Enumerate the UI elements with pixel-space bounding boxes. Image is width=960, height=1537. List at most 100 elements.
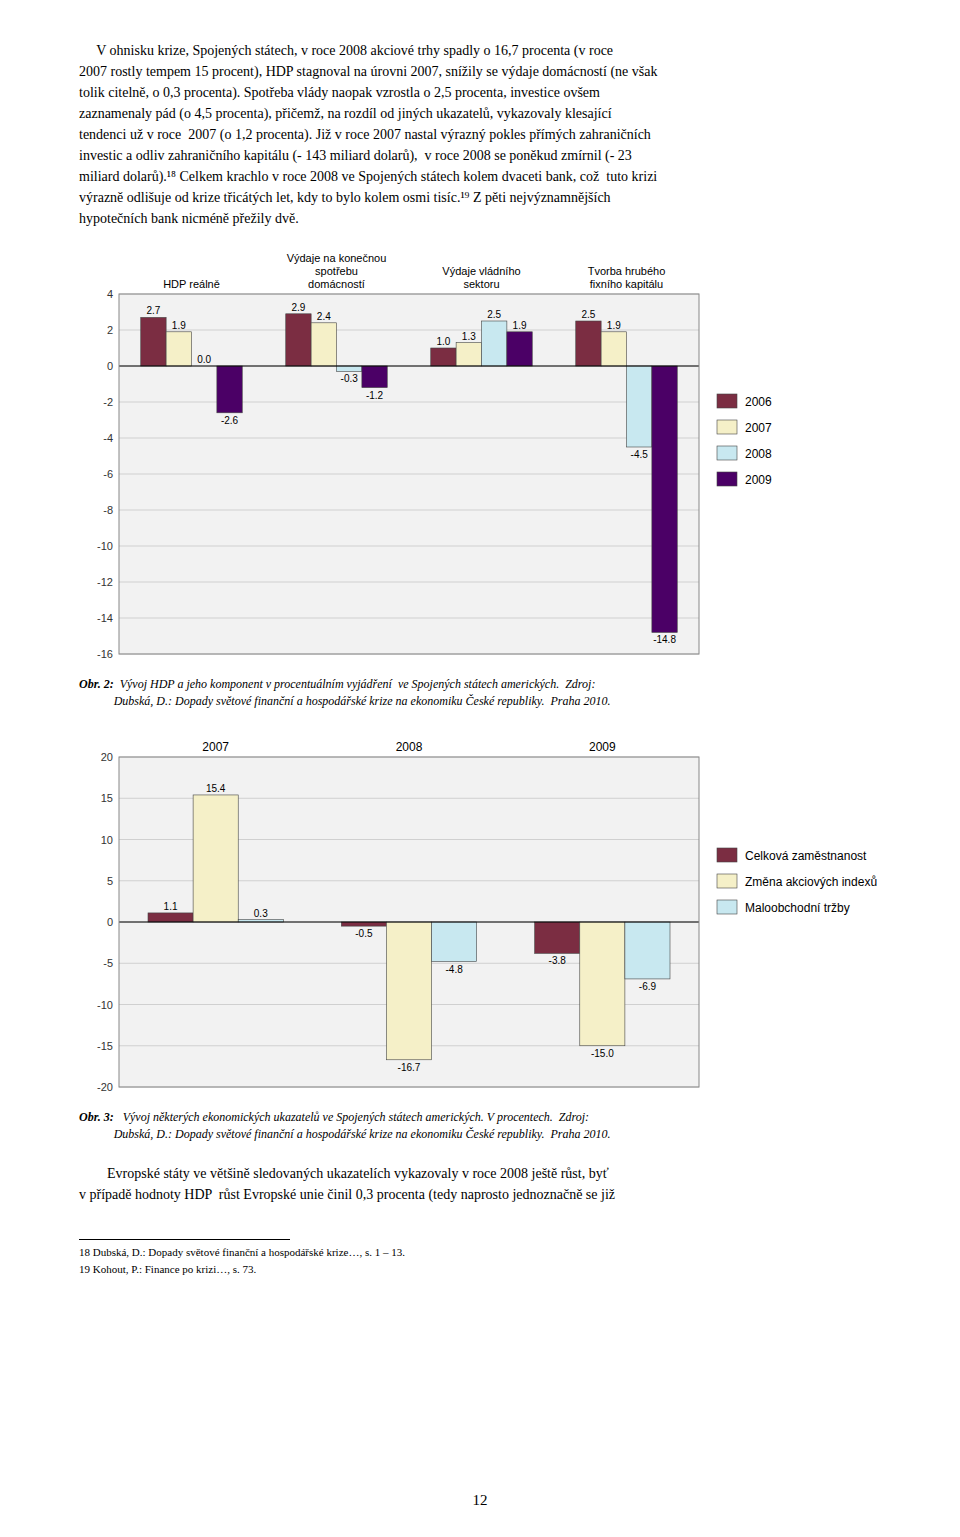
grid-line (119, 510, 699, 511)
chart-svg: 420-2-4-6-8-10-12-14-162.72.91.02.51.92.… (79, 243, 917, 664)
body-text-line: miliard dolarů).¹⁸ Celkem krachlo v roce… (79, 166, 917, 187)
caption-label: Obr. 3: (79, 1109, 114, 1143)
y-tick-label: -20 (97, 1081, 113, 1093)
legend-label: Celková zaměstnanost (745, 849, 867, 863)
grid-line (119, 438, 699, 439)
grid-line (119, 402, 699, 403)
y-tick-label: 10 (101, 834, 113, 846)
legend-label: 2008 (745, 447, 772, 461)
legend-swatch (717, 472, 737, 486)
bar (431, 348, 456, 366)
bar (193, 795, 238, 922)
data-label: 2.4 (317, 311, 331, 322)
legend-label: 2007 (745, 421, 772, 435)
footnote: 18 Dubská, D.: Dopady světové finanční a… (79, 1244, 917, 1261)
data-label: 2.5 (581, 309, 595, 320)
y-tick-label: -15 (97, 1040, 113, 1052)
bar (627, 366, 652, 447)
zero-line (119, 922, 699, 923)
legend-label: Změna akciových indexů (745, 875, 877, 889)
page: V ohnisku krize, Spojených státech, v ro… (79, 40, 917, 1278)
body-text-line: tendenci už v roce 2007 (o 1,2 procenta)… (79, 124, 917, 145)
plot-background (119, 757, 699, 1087)
data-label: -0.5 (355, 928, 373, 939)
bar (386, 922, 431, 1060)
data-label: 1.9 (172, 320, 186, 331)
category-label-line: Tvorba hrubého (588, 265, 666, 277)
y-tick-label: -2 (103, 396, 113, 408)
body-text-line: v případě hodnoty HDP růst Evropské unie… (79, 1184, 917, 1205)
bottom-text: Evropské státy ve většině sledovaných uk… (79, 1163, 917, 1205)
bar (217, 366, 242, 413)
chart: 420-2-4-6-8-10-12-14-162.72.91.02.51.92.… (79, 243, 917, 668)
bar (362, 366, 387, 388)
legend-swatch (717, 848, 737, 862)
bar (580, 922, 625, 1046)
body-text-line: Evropské státy ve většině sledovaných uk… (79, 1163, 917, 1184)
bar (482, 321, 507, 366)
body-text-line: investic a odliv zahraničního kapitálu (… (79, 145, 917, 166)
category-label: Výdaje vládníhosektoru (442, 265, 520, 290)
bar (341, 922, 386, 926)
data-label: -2.6 (221, 415, 239, 426)
y-tick-label: -10 (97, 540, 113, 552)
grid-line (119, 474, 699, 475)
data-label: -6.9 (639, 981, 657, 992)
bar (625, 922, 670, 979)
data-label: -4.8 (445, 964, 463, 975)
footnote: 19 Kohout, P.: Finance po krizi…, s. 73. (79, 1261, 917, 1278)
y-tick-label: -6 (103, 468, 113, 480)
chart: 20151050-5-10-15-201.1-0.5-3.815.4-16.7-… (79, 732, 917, 1101)
y-tick-label: -16 (97, 648, 113, 660)
y-tick-label: 2 (107, 324, 113, 336)
body-text-line: zaznamenaly pád (o 4,5 procenta), přičem… (79, 103, 917, 124)
plot-frame (119, 294, 699, 654)
y-tick-label: -12 (97, 576, 113, 588)
legend-swatch (717, 420, 737, 434)
data-label: 2.7 (146, 305, 160, 316)
legend-label: 2009 (745, 473, 772, 487)
data-label: 15.4 (206, 783, 226, 794)
y-tick-label: 0 (107, 916, 113, 928)
category-label-line: domácností (308, 278, 365, 290)
bar (601, 332, 626, 366)
data-label: -3.8 (549, 955, 567, 966)
legend-label: Maloobchodní tržby (745, 901, 850, 915)
caption-text: Vývoj HDP a jeho komponent v procentuáln… (114, 676, 611, 710)
grid-line (119, 366, 699, 367)
body-text-line: tolik citelně, o 0,3 procenta). Spotřeba… (79, 82, 917, 103)
data-label: 1.3 (462, 331, 476, 342)
legend-swatch (717, 394, 737, 408)
bar (286, 314, 311, 366)
bar (576, 321, 601, 366)
zero-line (119, 366, 699, 367)
bar (456, 343, 481, 366)
data-label: 1.0 (436, 336, 450, 347)
grid-line (119, 922, 699, 923)
y-tick-label: -5 (103, 957, 113, 969)
legend-swatch (717, 446, 737, 460)
grid-line (119, 582, 699, 583)
data-label: 2.5 (487, 309, 501, 320)
category-label-line: spotřebu (315, 265, 358, 277)
legend-label: 2006 (745, 395, 772, 409)
body-text-line: V ohnisku krize, Spojených státech, v ro… (79, 40, 917, 61)
bar (141, 317, 166, 366)
legend-swatch (717, 900, 737, 914)
category-label-line: Výdaje na konečnou (287, 252, 387, 264)
category-label: Výdaje na konečnouspotřebudomácností (287, 252, 387, 290)
plot-background (119, 294, 699, 654)
data-label: -15.0 (591, 1048, 614, 1059)
category-label-line: sektoru (463, 278, 499, 290)
category-label: Tvorba hrubéhofixního kapitálu (588, 265, 666, 290)
y-tick-label: 0 (107, 360, 113, 372)
y-tick-label: -8 (103, 504, 113, 516)
data-label: 0.3 (254, 908, 268, 919)
data-label: 1.1 (164, 901, 178, 912)
category-label: 2007 (202, 740, 229, 754)
caption-label: Obr. 2: (79, 676, 114, 710)
data-label: 2.9 (291, 302, 305, 313)
bar (652, 366, 677, 632)
grid-line (119, 546, 699, 547)
category-label-line: HDP reálně (163, 278, 220, 290)
